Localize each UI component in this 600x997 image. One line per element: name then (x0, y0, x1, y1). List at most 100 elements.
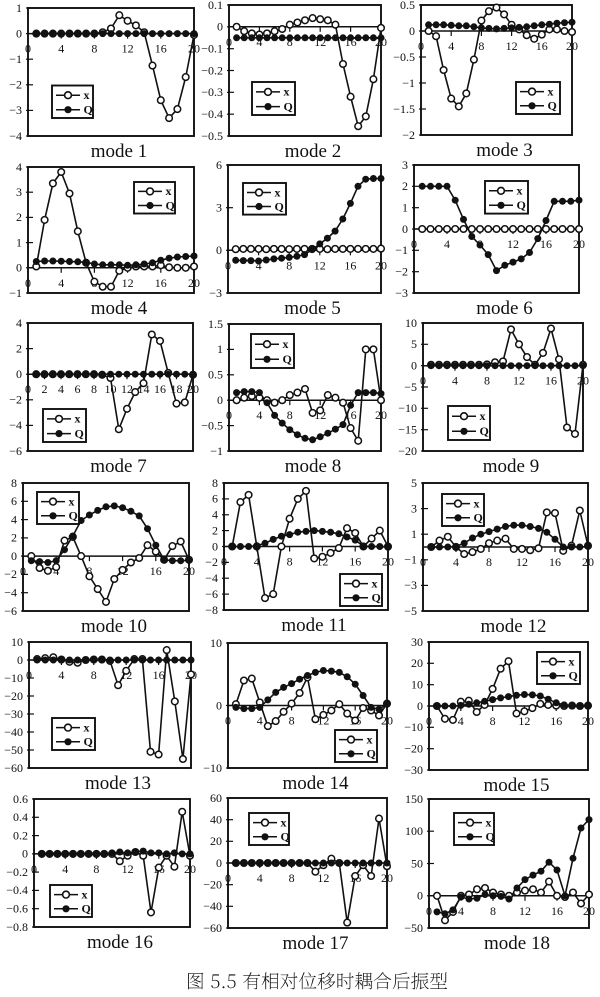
svg-text:−0.4: −0.4 (201, 107, 223, 121)
svg-text:60: 60 (210, 791, 222, 805)
svg-text:−0.2: −0.2 (6, 865, 28, 879)
svg-text:mode 3: mode 3 (476, 140, 532, 161)
svg-text:10: 10 (11, 635, 23, 649)
svg-text:x: x (474, 496, 480, 510)
svg-text:mode 1: mode 1 (91, 141, 147, 162)
svg-text:mode 11: mode 11 (281, 615, 346, 636)
svg-text:−2: −2 (9, 393, 22, 407)
svg-text:−1: −1 (9, 286, 22, 300)
svg-text:0: 0 (11, 549, 17, 563)
svg-text:16: 16 (155, 276, 167, 290)
svg-text:2: 2 (212, 523, 218, 537)
svg-text:20: 20 (381, 714, 393, 728)
svg-text:Q: Q (69, 509, 78, 523)
svg-text:Q: Q (284, 99, 293, 113)
svg-text:x: x (480, 409, 486, 423)
svg-text:1: 1 (402, 201, 408, 215)
svg-text:−10: −10 (4, 671, 23, 685)
svg-text:1: 1 (217, 342, 223, 356)
svg-text:12: 12 (519, 904, 531, 918)
svg-text:−20: −20 (4, 689, 23, 703)
svg-text:Q: Q (486, 830, 495, 844)
svg-text:6: 6 (11, 494, 17, 508)
svg-text:−2: −2 (395, 265, 408, 279)
svg-text:−10: −10 (398, 401, 417, 415)
svg-text:5: 5 (411, 337, 417, 351)
svg-text:20: 20 (411, 656, 423, 670)
svg-text:16: 16 (155, 42, 167, 56)
svg-text:−20: −20 (404, 742, 423, 756)
svg-text:Q: Q (480, 424, 489, 438)
svg-text:1: 1 (411, 527, 417, 541)
svg-text:−3: −3 (395, 286, 408, 300)
svg-text:−4: −4 (4, 586, 17, 600)
svg-text:0: 0 (26, 668, 32, 682)
svg-text:Q: Q (166, 198, 175, 212)
svg-text:mode 15: mode 15 (484, 775, 550, 796)
svg-text:0: 0 (216, 698, 222, 712)
svg-text:2: 2 (16, 210, 22, 224)
svg-text:16: 16 (550, 714, 562, 728)
svg-text:16: 16 (540, 237, 552, 251)
svg-text:8: 8 (486, 555, 492, 569)
svg-text:mode 13: mode 13 (85, 773, 151, 794)
svg-text:0.4: 0.4 (13, 810, 28, 824)
svg-text:20: 20 (582, 555, 594, 569)
svg-text:Q: Q (84, 735, 93, 749)
svg-text:−2: −2 (402, 128, 415, 142)
svg-text:2: 2 (402, 179, 408, 193)
svg-text:−0.2: −0.2 (201, 63, 223, 77)
svg-text:0: 0 (31, 862, 37, 876)
svg-text:12: 12 (314, 258, 326, 272)
svg-text:0: 0 (17, 653, 23, 667)
svg-text:−2: −2 (9, 78, 22, 92)
svg-text:−3: −3 (9, 103, 22, 117)
svg-text:−4: −4 (205, 571, 218, 585)
svg-text:12: 12 (518, 714, 530, 728)
svg-text:100: 100 (405, 824, 423, 838)
svg-text:30: 30 (411, 635, 423, 649)
svg-text:0: 0 (225, 714, 231, 728)
svg-text:20: 20 (582, 714, 594, 728)
svg-text:8: 8 (91, 668, 97, 682)
svg-text:x: x (166, 184, 172, 198)
svg-text:0.2: 0.2 (13, 828, 28, 842)
svg-text:0: 0 (426, 904, 432, 918)
svg-text:6: 6 (216, 158, 222, 172)
svg-text:−1: −1 (210, 444, 223, 458)
svg-text:8: 8 (86, 564, 92, 578)
svg-text:x: x (486, 815, 492, 829)
svg-text:0.5: 0.5 (400, 0, 415, 12)
svg-text:mode 9: mode 9 (483, 456, 539, 477)
svg-text:−40: −40 (4, 725, 23, 739)
svg-text:2: 2 (16, 341, 22, 355)
svg-text:0: 0 (225, 871, 231, 885)
svg-text:0: 0 (25, 382, 31, 396)
svg-text:4: 4 (257, 714, 263, 728)
svg-text:2: 2 (11, 531, 17, 545)
svg-text:x: x (517, 184, 523, 198)
svg-text:20: 20 (382, 555, 394, 569)
svg-text:Q: Q (75, 426, 84, 440)
svg-text:12: 12 (122, 862, 134, 876)
svg-text:3: 3 (411, 501, 417, 515)
svg-text:−60: −60 (4, 761, 23, 775)
svg-text:1: 1 (16, 235, 22, 249)
svg-text:0: 0 (426, 714, 432, 728)
svg-text:12: 12 (513, 374, 525, 388)
svg-text:x: x (84, 720, 90, 734)
svg-text:0: 0 (420, 374, 426, 388)
svg-text:0: 0 (16, 261, 22, 275)
svg-text:x: x (569, 654, 575, 668)
svg-text:8: 8 (287, 35, 293, 49)
svg-text:mode 8: mode 8 (285, 456, 341, 477)
svg-text:−50: −50 (404, 921, 423, 935)
svg-text:20: 20 (381, 871, 393, 885)
svg-text:−40: −40 (203, 899, 222, 913)
svg-text:4: 4 (11, 512, 17, 526)
svg-text:8: 8 (490, 904, 496, 918)
svg-text:8: 8 (287, 408, 293, 422)
svg-text:−4: −4 (9, 418, 22, 432)
svg-text:−15: −15 (398, 423, 417, 437)
svg-text:−1: −1 (404, 553, 417, 567)
